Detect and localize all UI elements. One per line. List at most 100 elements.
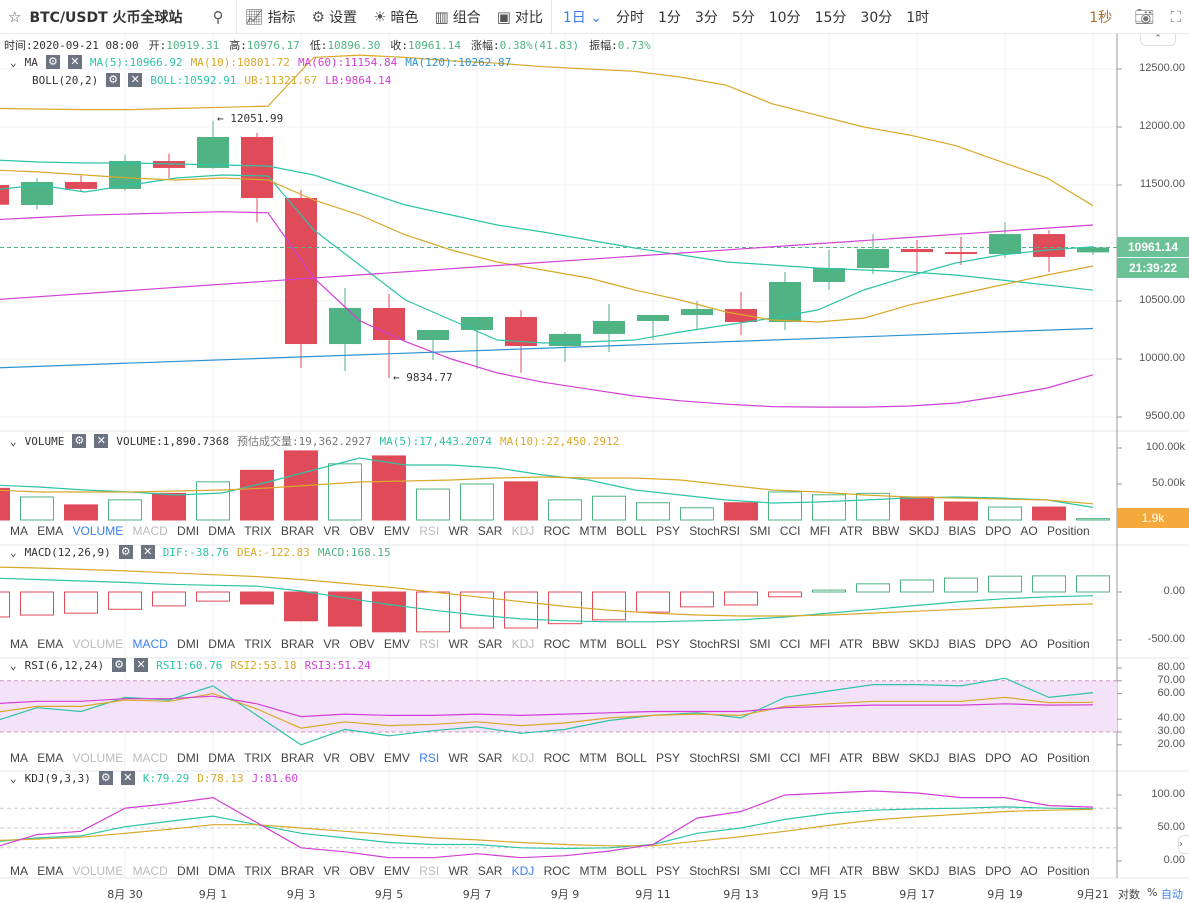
indicator-tab-ao[interactable]: AO: [1020, 524, 1038, 538]
indicator-tab-sar[interactable]: SAR: [477, 524, 503, 538]
gear-icon[interactable]: ⚙: [45, 55, 60, 69]
indicator-tab-macd[interactable]: MACD: [132, 637, 168, 651]
indicator-tab-bbw[interactable]: BBW: [872, 524, 900, 538]
indicator-tab-obv[interactable]: OBV: [349, 751, 375, 765]
timeframe-3[interactable]: 3分: [694, 9, 718, 26]
indicator-tab-bias[interactable]: BIAS: [948, 864, 976, 878]
indicator-tab-stochrsi[interactable]: StochRSI: [689, 864, 740, 878]
gear-icon[interactable]: ⚙: [118, 545, 133, 559]
indicator-tab-dmi[interactable]: DMI: [177, 751, 200, 765]
indicator-tab-mfi[interactable]: MFI: [809, 524, 831, 538]
indicator-tab-emv[interactable]: EMV: [383, 524, 410, 538]
indicator-tab-cci[interactable]: CCI: [779, 524, 801, 538]
indicator-tab-smi[interactable]: SMI: [749, 524, 771, 538]
close-icon[interactable]: ✕: [120, 771, 135, 785]
indicator-tab-boll[interactable]: BOLL: [616, 524, 647, 538]
indicator-tab-smi[interactable]: SMI: [749, 864, 771, 878]
indicator-tab-bbw[interactable]: BBW: [872, 637, 900, 651]
indicator-tab-ma[interactable]: MA: [10, 864, 28, 878]
close-icon[interactable]: ✕: [94, 434, 109, 448]
gear-icon[interactable]: ⚙: [72, 434, 87, 448]
indicator-tab-mtm[interactable]: MTM: [579, 524, 607, 538]
indicator-tab-trix[interactable]: TRIX: [244, 637, 272, 651]
indicator-tab-atr[interactable]: ATR: [839, 524, 863, 538]
indicator-tab-volume[interactable]: VOLUME: [72, 524, 124, 538]
indicator-tab-rsi[interactable]: RSI: [419, 637, 440, 651]
indicator-tab-ema[interactable]: EMA: [37, 751, 64, 765]
indicator-tab-bbw[interactable]: BBW: [872, 864, 900, 878]
compare-button[interactable]: ▣ 对比: [496, 7, 543, 26]
indicator-tab-bbw[interactable]: BBW: [872, 751, 900, 765]
indicator-tab-dma[interactable]: DMA: [208, 864, 235, 878]
indicator-tab-smi[interactable]: SMI: [749, 637, 771, 651]
indicator-tab-atr[interactable]: ATR: [839, 751, 863, 765]
indicator-tab-dma[interactable]: DMA: [208, 751, 235, 765]
indicator-tab-atr[interactable]: ATR: [839, 864, 863, 878]
refresh-interval[interactable]: 1秒: [1089, 9, 1113, 26]
indicator-tab-dpo[interactable]: DPO: [985, 637, 1012, 651]
indicator-tab-mfi[interactable]: MFI: [809, 864, 831, 878]
dark-mode-button[interactable]: ☀ 暗色: [373, 7, 419, 26]
indicator-tab-mtm[interactable]: MTM: [579, 864, 607, 878]
indicator-tab-skdj[interactable]: SKDJ: [908, 751, 940, 765]
collapse-icon[interactable]: ⌄: [10, 658, 17, 672]
fullscreen-icon[interactable]: ⛶: [1170, 7, 1181, 26]
indicator-tab-emv[interactable]: EMV: [383, 751, 410, 765]
indicator-tab-mfi[interactable]: MFI: [809, 751, 831, 765]
auto-scale-toggle[interactable]: 自动: [1161, 888, 1183, 901]
indicator-tab-bias[interactable]: BIAS: [948, 751, 976, 765]
indicator-tab-vr[interactable]: VR: [323, 864, 341, 878]
indicator-tab-ema[interactable]: EMA: [37, 864, 64, 878]
indicator-tab-ema[interactable]: EMA: [37, 637, 64, 651]
indicator-tab-psy[interactable]: PSY: [656, 864, 681, 878]
indicator-tab-obv[interactable]: OBV: [349, 524, 375, 538]
collapse-up-icon[interactable]: ⌃: [1140, 34, 1176, 46]
indicator-tab-mfi[interactable]: MFI: [809, 637, 831, 651]
indicator-tab-volume[interactable]: VOLUME: [72, 864, 124, 878]
indicator-tab-emv[interactable]: EMV: [383, 864, 410, 878]
indicator-tab-psy[interactable]: PSY: [656, 637, 681, 651]
indicator-tab-ao[interactable]: AO: [1020, 637, 1038, 651]
indicator-tab-macd[interactable]: MACD: [132, 864, 168, 878]
indicator-tab-macd[interactable]: MACD: [132, 751, 168, 765]
indicator-tab-position[interactable]: Position: [1047, 524, 1090, 538]
indicator-tab-sar[interactable]: SAR: [477, 864, 503, 878]
indicator-tab-mtm[interactable]: MTM: [579, 637, 607, 651]
indicator-tab-position[interactable]: Position: [1047, 864, 1090, 878]
indicator-tab-dma[interactable]: DMA: [208, 637, 235, 651]
timeframe-4[interactable]: 5分: [731, 9, 755, 26]
indicator-tab-macd[interactable]: MACD: [132, 524, 168, 538]
indicator-tab-psy[interactable]: PSY: [656, 751, 681, 765]
indicator-tab-dpo[interactable]: DPO: [985, 864, 1012, 878]
collapse-icon[interactable]: ⌄: [10, 545, 17, 559]
indicator-tab-vr[interactable]: VR: [323, 637, 341, 651]
indicator-tab-trix[interactable]: TRIX: [244, 751, 272, 765]
indicator-tab-wr[interactable]: WR: [448, 524, 469, 538]
indicator-tab-position[interactable]: Position: [1047, 637, 1090, 651]
indicator-tab-atr[interactable]: ATR: [839, 637, 863, 651]
indicator-tab-wr[interactable]: WR: [448, 751, 469, 765]
expand-right-icon[interactable]: ›: [1178, 835, 1189, 854]
timeframe-7[interactable]: 30分: [860, 9, 893, 26]
indicator-tab-stochrsi[interactable]: StochRSI: [689, 751, 740, 765]
collapse-icon[interactable]: ⌄: [10, 55, 17, 69]
indicator-tab-rsi[interactable]: RSI: [419, 864, 440, 878]
indicator-tab-bias[interactable]: BIAS: [948, 637, 976, 651]
indicator-tab-ema[interactable]: EMA: [37, 524, 64, 538]
indicator-tab-stochrsi[interactable]: StochRSI: [689, 637, 740, 651]
indicator-tab-mtm[interactable]: MTM: [579, 751, 607, 765]
timeframe-2[interactable]: 1分: [657, 9, 681, 26]
indicator-tab-brar[interactable]: BRAR: [280, 637, 315, 651]
close-icon[interactable]: ✕: [134, 658, 149, 672]
star-icon[interactable]: ☆: [8, 7, 22, 26]
indicator-tab-vr[interactable]: VR: [323, 524, 341, 538]
indicator-tab-bias[interactable]: BIAS: [948, 524, 976, 538]
symbol-title[interactable]: ☆ BTC/USDT 火币全球站: [8, 7, 183, 26]
indicator-tab-ao[interactable]: AO: [1020, 751, 1038, 765]
indicators-button[interactable]: 📈︎ 指标: [244, 7, 296, 26]
close-icon[interactable]: ✕: [67, 55, 82, 69]
indicator-tab-dmi[interactable]: DMI: [177, 637, 200, 651]
search-button[interactable]: ⚲: [205, 0, 236, 34]
collapse-icon[interactable]: ⌄: [10, 434, 17, 448]
